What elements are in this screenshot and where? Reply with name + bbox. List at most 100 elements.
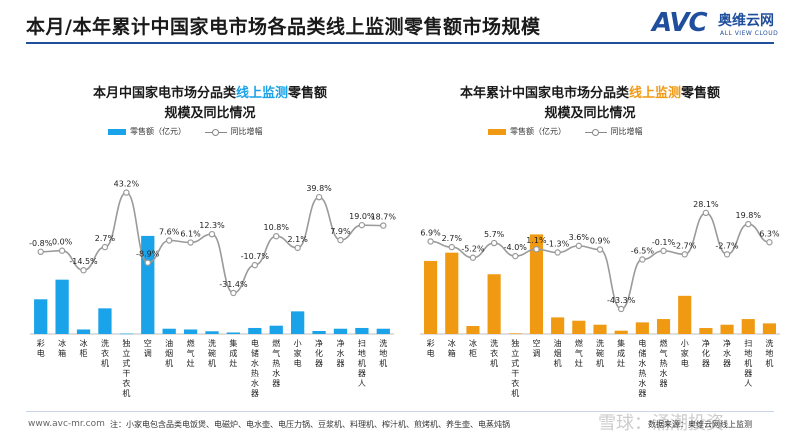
left-growth-label: -10.7% <box>241 252 270 261</box>
right-category-label: 扫地机器人 <box>744 338 752 388</box>
right-category-label: 油烟机 <box>554 338 562 368</box>
right-growth-label: 5.7% <box>484 230 505 239</box>
right-bar <box>572 320 586 334</box>
footer-source: 数据来源：奥维云网线上监测 <box>648 420 752 429</box>
left-legend: 零售额（亿元） 同比增幅 <box>108 126 263 137</box>
right-growth-point <box>617 305 625 313</box>
footer-divider <box>26 411 774 412</box>
right-category-label: 冰箱 <box>448 338 456 358</box>
right-title-pre: 本年累计中国家电市场分品类 <box>459 86 629 101</box>
left-bar <box>55 279 69 334</box>
right-category-label: 小家电 <box>681 339 689 368</box>
footer-watermark: 雪球：涌潮投资 <box>598 413 724 434</box>
right-title-post: 零售额 <box>681 86 721 101</box>
right-bar <box>635 322 649 334</box>
right-growth-point <box>766 239 773 246</box>
left-category-label: 燃气热水器 <box>272 338 280 388</box>
right-bar <box>593 324 607 334</box>
right-bar <box>445 252 459 334</box>
left-bar <box>355 327 369 334</box>
left-category-label: 空调 <box>144 338 152 358</box>
right-growth-label: -1.3% <box>546 239 570 248</box>
right-title-line2: 规模及同比情况 <box>544 106 636 121</box>
right-growth-label: -2.7% <box>715 241 739 250</box>
left-growth-label: -14.5% <box>69 257 98 266</box>
right-bar <box>529 234 544 334</box>
left-title-post: 零售额 <box>288 86 328 101</box>
left-growth-point <box>208 230 216 238</box>
right-growth-label: 0.9% <box>590 237 611 246</box>
right-bar <box>487 274 501 334</box>
left-growth-label: 10.8% <box>264 223 290 232</box>
left-growth-label: 7.9% <box>330 227 351 236</box>
left-growth-label: -0.8% <box>29 239 53 248</box>
right-growth-label: -2.7% <box>673 241 697 250</box>
right-category-label: 燃气热水器 <box>660 338 668 388</box>
left-growth-label: -31.4% <box>219 280 248 289</box>
right-bar <box>762 323 776 334</box>
left-category-label: 洗衣机 <box>101 338 109 368</box>
right-category-label: 洗碗机 <box>596 338 604 368</box>
left-growth-point <box>80 267 87 274</box>
left-growth-label: 43.2% <box>114 180 140 189</box>
right-category-label: 电储水热水器 <box>638 338 646 398</box>
logo-cn: 奥维云网 <box>718 13 774 29</box>
right-growth-point <box>533 246 540 253</box>
left-category-label: 集成灶 <box>229 338 237 368</box>
left-legend-line-swatch <box>204 128 227 136</box>
right-legend-bar-label: 零售额（亿元） <box>510 127 566 136</box>
left-title-pre: 本月中国家电市场分品类 <box>92 86 236 101</box>
left-growth-label: 2.1% <box>287 235 308 244</box>
left-growth-label: 19.0% <box>349 212 375 221</box>
left-category-label: 独立式干衣机 <box>122 338 130 398</box>
right-bar <box>720 324 734 334</box>
left-bar <box>183 329 198 334</box>
right-category-label: 独立式干衣机 <box>511 338 519 398</box>
header: 本月/本年累计中国家电市场各品类线上监测零售额市场规模 AVC 奥维云网 ALL… <box>0 0 800 52</box>
left-category-label: 电储水热水器 <box>251 338 259 398</box>
left-growth-label: 12.3% <box>199 221 225 230</box>
left-bar <box>291 311 305 334</box>
left-category-label: 冰柜 <box>80 338 88 358</box>
left-bar <box>269 325 283 334</box>
right-growth-point <box>469 254 477 261</box>
left-category-label: 彩电 <box>37 338 45 358</box>
right-chart-title: 本年累计中国家电市场分品类线上监测零售额 规模及同比情况 <box>410 84 770 124</box>
right-category-label: 集成灶 <box>617 338 625 368</box>
right-category-label: 燃气灶 <box>575 338 583 368</box>
right-growth-point <box>723 251 731 258</box>
left-growth-point <box>251 261 259 269</box>
left-growth-point <box>380 222 387 229</box>
left-title-line2: 规模及同比情况 <box>164 106 256 121</box>
right-growth-point <box>660 247 667 255</box>
left-growth-point <box>337 236 344 244</box>
right-growth-label: 2.7% <box>442 234 463 243</box>
footer-url: www.avc-mr.com <box>28 419 105 429</box>
right-legend-line-label: 同比增幅 <box>610 127 643 136</box>
right-growth-point <box>745 220 752 228</box>
logo-en: ALL VIEW CLOUD <box>720 30 779 37</box>
right-growth-label: 19.8% <box>736 211 762 220</box>
left-growth-label: -8.9% <box>136 250 160 259</box>
right-legend: 零售额（亿元） 同比增幅 <box>488 126 643 137</box>
left-category-label: 油烟机 <box>165 338 173 368</box>
left-bar <box>376 328 390 334</box>
right-growth-label: -0.1% <box>652 238 676 247</box>
left-category-label: 洗碗机 <box>208 338 216 368</box>
right-growth-label: 6.3% <box>759 229 780 238</box>
left-bar <box>34 299 48 334</box>
left-growth-point <box>273 232 280 240</box>
right-bar <box>678 295 692 334</box>
right-bar <box>466 326 480 334</box>
left-category-label: 净化器 <box>315 338 323 368</box>
footer: www.avc-mr.com 注：小家电包含品类电饭煲、电磁炉、电水壶、电压力锅… <box>0 405 800 445</box>
right-category-label: 空调 <box>532 338 540 358</box>
footer-note: 注：小家电包含品类电饭煲、电磁炉、电水壶、电压力锅、豆浆机、料理机、榨汁机、煎烤… <box>110 420 510 429</box>
right-growth-point <box>575 242 583 250</box>
left-legend-line-label: 同比增幅 <box>230 127 263 136</box>
left-category-label: 小家电 <box>294 339 302 368</box>
left-growth-point <box>144 259 151 266</box>
logo-mark: AVC <box>652 8 708 38</box>
left-bar <box>248 327 262 334</box>
